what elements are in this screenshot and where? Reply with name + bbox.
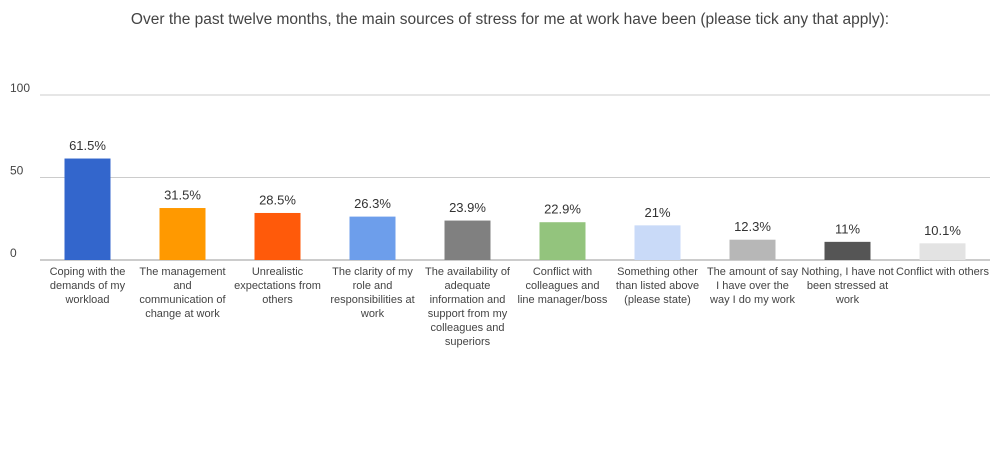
bar: [64, 158, 111, 260]
bar: [729, 239, 776, 260]
data-label: 21%: [644, 205, 670, 220]
x-tick-label: The amount of say I have over the way I …: [706, 266, 799, 306]
bar: [349, 216, 396, 260]
data-label: 26.3%: [354, 196, 391, 211]
chart-title: Over the past twelve months, the main so…: [130, 11, 890, 28]
data-label: 22.9%: [544, 202, 581, 217]
bar: [919, 243, 966, 260]
x-tick-label: Coping with the demands of my workload: [49, 266, 126, 306]
x-tick-label: Nothing, I have not been stressed at wor…: [801, 266, 894, 306]
bar: [254, 212, 301, 260]
y-tick-label: 100: [10, 81, 30, 95]
bar: [444, 220, 491, 260]
x-tick-label: The clarity of my role and responsibilit…: [330, 266, 415, 320]
bar: [634, 225, 681, 260]
y-tick-label: 50: [10, 164, 24, 178]
x-tick-label: The management and communication of chan…: [139, 266, 226, 320]
x-tick-label: Unrealistic expectations from others: [234, 266, 321, 306]
y-tick-label: 0: [10, 246, 17, 260]
data-label: 61.5%: [69, 138, 106, 153]
data-label: 31.5%: [164, 187, 201, 202]
bar: [824, 241, 871, 260]
data-label: 12.3%: [734, 219, 771, 234]
x-tick-label: Something other than listed above (pleas…: [615, 266, 700, 306]
data-label: 10.1%: [924, 223, 961, 238]
data-label: 11%: [835, 221, 860, 236]
bar: [159, 208, 206, 260]
x-tick-label: Conflict with colleagues and line manage…: [517, 266, 608, 306]
bar: [539, 222, 586, 260]
data-label: 28.5%: [259, 192, 296, 207]
x-tick-label: Conflict with others: [896, 266, 989, 278]
x-tick-label: The availability of adequate information…: [425, 266, 510, 348]
data-label: 23.9%: [449, 200, 486, 215]
